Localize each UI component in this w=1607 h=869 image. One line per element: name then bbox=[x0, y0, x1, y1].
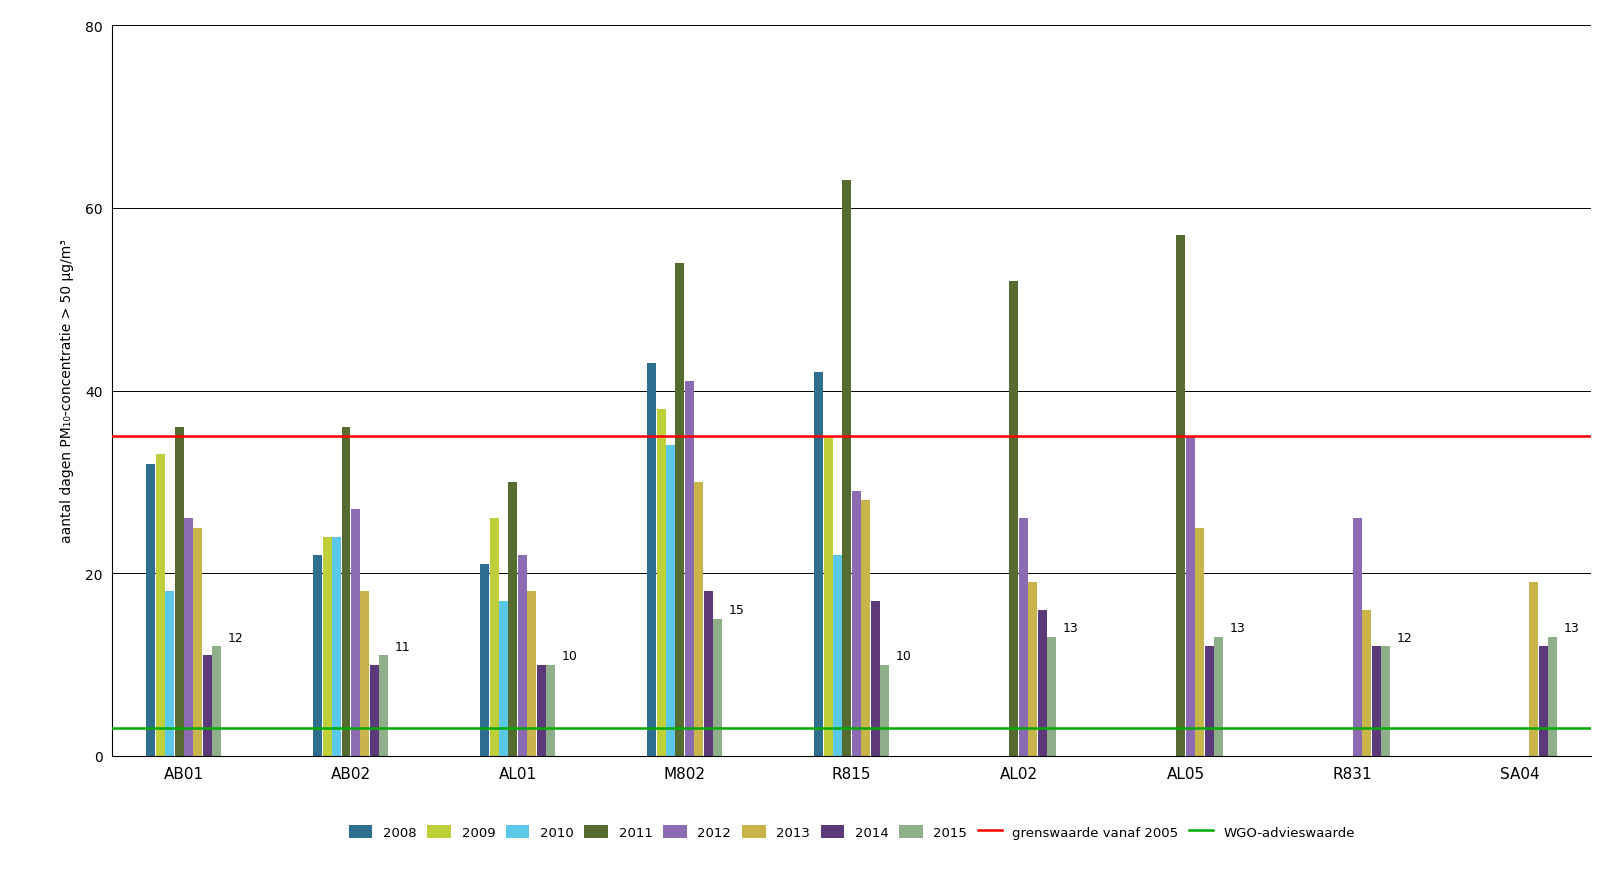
Bar bbox=[1530, 582, 1538, 756]
Bar bbox=[675, 263, 685, 756]
Bar bbox=[714, 619, 722, 756]
Bar bbox=[490, 519, 498, 756]
Bar bbox=[508, 482, 517, 756]
Text: 13: 13 bbox=[1229, 621, 1245, 634]
Bar bbox=[517, 555, 527, 756]
Bar bbox=[1038, 610, 1046, 756]
Bar bbox=[1028, 582, 1038, 756]
Bar bbox=[1540, 647, 1548, 756]
Bar bbox=[342, 428, 350, 756]
Bar bbox=[360, 592, 370, 756]
Bar bbox=[156, 455, 164, 756]
Bar bbox=[1363, 610, 1371, 756]
Text: 13: 13 bbox=[1062, 621, 1078, 634]
Bar bbox=[842, 182, 852, 756]
Bar bbox=[871, 601, 881, 756]
Bar bbox=[881, 665, 889, 756]
Bar bbox=[313, 555, 321, 756]
Bar bbox=[202, 655, 212, 756]
Bar bbox=[183, 519, 193, 756]
Text: 12: 12 bbox=[1396, 631, 1413, 644]
Bar bbox=[1548, 638, 1557, 756]
Bar bbox=[832, 555, 842, 756]
Bar bbox=[500, 601, 508, 756]
Bar bbox=[823, 436, 832, 756]
Bar bbox=[527, 592, 537, 756]
Text: 10: 10 bbox=[895, 649, 911, 662]
Bar bbox=[323, 537, 331, 756]
Bar bbox=[1205, 647, 1213, 756]
Bar bbox=[694, 482, 704, 756]
Bar bbox=[370, 665, 379, 756]
Bar bbox=[1186, 436, 1196, 756]
Bar bbox=[1196, 528, 1204, 756]
Legend: 2008, 2009, 2010, 2011, 2012, 2013, 2014, 2015, grenswaarde vanaf 2005, WGO-advi: 2008, 2009, 2010, 2011, 2012, 2013, 2014… bbox=[344, 819, 1360, 845]
Bar bbox=[350, 509, 360, 756]
Text: 12: 12 bbox=[227, 631, 243, 644]
Y-axis label: aantal dagen PM₁₀-concentratie > 50 μg/m³: aantal dagen PM₁₀-concentratie > 50 μg/m… bbox=[59, 239, 74, 543]
Bar bbox=[657, 409, 665, 756]
Text: 11: 11 bbox=[394, 640, 410, 653]
Bar bbox=[193, 528, 202, 756]
Bar bbox=[648, 364, 656, 756]
Bar bbox=[537, 665, 546, 756]
Bar bbox=[861, 501, 871, 756]
Bar bbox=[1372, 647, 1380, 756]
Bar bbox=[1176, 235, 1186, 756]
Bar bbox=[1019, 519, 1028, 756]
Bar bbox=[480, 565, 489, 756]
Bar bbox=[1009, 282, 1019, 756]
Bar bbox=[212, 647, 222, 756]
Bar bbox=[175, 428, 183, 756]
Text: 13: 13 bbox=[1564, 621, 1580, 634]
Bar bbox=[333, 537, 341, 756]
Bar bbox=[685, 382, 694, 756]
Text: 15: 15 bbox=[728, 603, 744, 616]
Bar bbox=[166, 592, 174, 756]
Bar bbox=[1382, 647, 1390, 756]
Bar bbox=[546, 665, 556, 756]
Text: 10: 10 bbox=[561, 649, 577, 662]
Bar bbox=[1048, 638, 1056, 756]
Bar bbox=[379, 655, 389, 756]
Bar bbox=[1353, 519, 1361, 756]
Bar bbox=[815, 373, 823, 756]
Bar bbox=[704, 592, 714, 756]
Bar bbox=[852, 491, 861, 756]
Bar bbox=[1215, 638, 1223, 756]
Bar bbox=[146, 464, 156, 756]
Bar bbox=[665, 446, 675, 756]
